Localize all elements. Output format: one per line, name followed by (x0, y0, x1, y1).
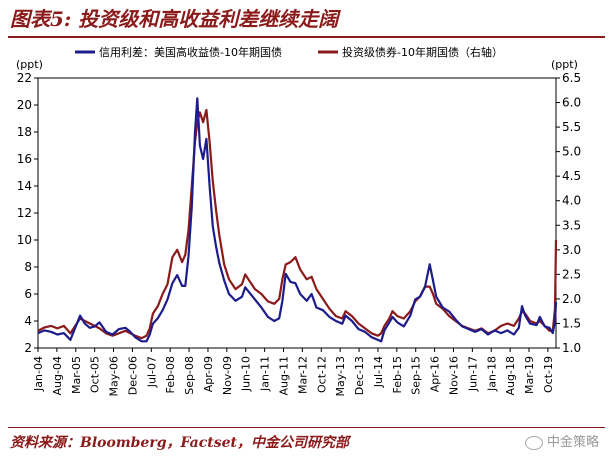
x-axis-tick-label: Sep-08 (183, 356, 196, 395)
x-axis-tick-label: May-06 (108, 356, 121, 397)
left-axis-tick-label: 2 (24, 341, 32, 355)
x-axis-tick-label: Apr-16 (429, 356, 442, 392)
figure-title: 图表5: 投资级和高收益利差继续走阔 (10, 7, 339, 31)
x-axis-tick-label: Mar-19 (523, 356, 536, 394)
x-axis-tick-label: Jan-18 (485, 356, 498, 392)
left-axis-tick-label: 8 (24, 260, 32, 274)
right-axis-tick-label: 6.0 (562, 96, 581, 110)
left-axis-tick-label: 6 (24, 287, 32, 301)
right-axis-tick-label: 2.5 (562, 267, 581, 281)
x-axis-tick-label: Apr-09 (202, 356, 215, 392)
x-axis-tick-label: Nov-09 (221, 356, 234, 395)
right-axis-tick-label: 4.0 (562, 194, 581, 208)
plot-frame (37, 77, 557, 349)
title-divider (8, 36, 605, 38)
left-axis-tick-label: 10 (17, 233, 32, 247)
right-axis-tick-label: 1.0 (562, 341, 581, 355)
x-axis-tick-label: Nov-16 (447, 356, 460, 395)
right-axis-tick-label: 3.0 (562, 243, 581, 257)
x-axis-tick-label: Sep-15 (410, 356, 423, 395)
legend-label-1: 信用利差：美国高收益债-10年期国债 (99, 45, 282, 59)
x-axis-tick-label: Dec-06 (126, 356, 139, 395)
x-axis-tick-label: Mar-05 (70, 356, 83, 394)
right-axis-tick-label: 3.5 (562, 218, 581, 232)
x-axis-tick-label: Jan-04 (32, 356, 45, 392)
series-line-1 (37, 97, 558, 343)
right-axis-tick-label: 1.5 (562, 316, 581, 330)
right-axis-tick-label: 6.5 (562, 71, 581, 85)
left-axis-tick-label: 4 (24, 314, 32, 328)
x-axis-tick-label: Feb-08 (164, 356, 177, 393)
x-axis-tick-label: Aug-04 (51, 356, 64, 395)
right-axis-tick-label: 4.5 (562, 169, 581, 183)
x-axis-tick-label: Aug-18 (504, 356, 517, 395)
x-axis-tick-label: Jul-14 (372, 356, 385, 388)
left-axis-unit: (ppt) (16, 58, 43, 71)
x-axis-tick-label: Oct-05 (89, 356, 102, 393)
right-axis-tick-label: 2.0 (562, 292, 581, 306)
x-axis-tick-label: May-13 (334, 356, 347, 397)
left-axis-tick-label: 20 (17, 98, 32, 112)
x-axis-tick-label: Dec-13 (353, 356, 366, 395)
x-axis-tick-label: Aug-11 (278, 356, 291, 395)
x-axis-tick-label: Jun-17 (466, 356, 479, 392)
wechat-icon (524, 435, 543, 450)
chart-series-group (37, 97, 558, 343)
chart-axes: 2 4 6 8 10 12 14 16 18 20 22 1.0 1.5 2.0 2.5 3.0 3.5 4.0 4… (17, 71, 581, 397)
x-axis-tick-label: Oct-12 (315, 356, 328, 393)
source-note: 资料来源：Bloomberg，Factset，中金公司研究部 (10, 435, 349, 451)
x-axis-tick-label: Jul-07 (145, 356, 158, 388)
right-axis-tick-label: 5.5 (562, 120, 581, 134)
watermark: 中金策略 (524, 432, 599, 454)
x-axis-tick-label: Feb-15 (391, 356, 404, 393)
legend-label-2: 投资级债券-10年期国债（右轴） (342, 45, 503, 59)
right-axis-unit: (ppt) (551, 58, 578, 71)
right-axis-tick-label: 5.0 (562, 145, 581, 159)
left-axis-tick-label: 16 (17, 152, 32, 166)
x-axis-tick-label: Mar-12 (296, 356, 309, 394)
footer-divider (8, 427, 605, 428)
series-line-2 (37, 108, 558, 340)
left-axis-tick-label: 22 (17, 71, 32, 85)
watermark-text: 中金策略 (546, 435, 599, 450)
left-axis-tick-label: 14 (17, 179, 32, 193)
left-axis-tick-label: 12 (17, 206, 32, 220)
chart-legend: 信用利差：美国高收益债-10年期国债 投资级债券-10年期国债（右轴） (75, 45, 503, 59)
left-axis-tick-label: 18 (17, 125, 32, 139)
x-axis-tick-label: Oct-19 (542, 356, 555, 393)
x-axis-tick-label: Jan-11 (259, 356, 272, 392)
x-axis-tick-label: Jun-10 (240, 356, 253, 392)
